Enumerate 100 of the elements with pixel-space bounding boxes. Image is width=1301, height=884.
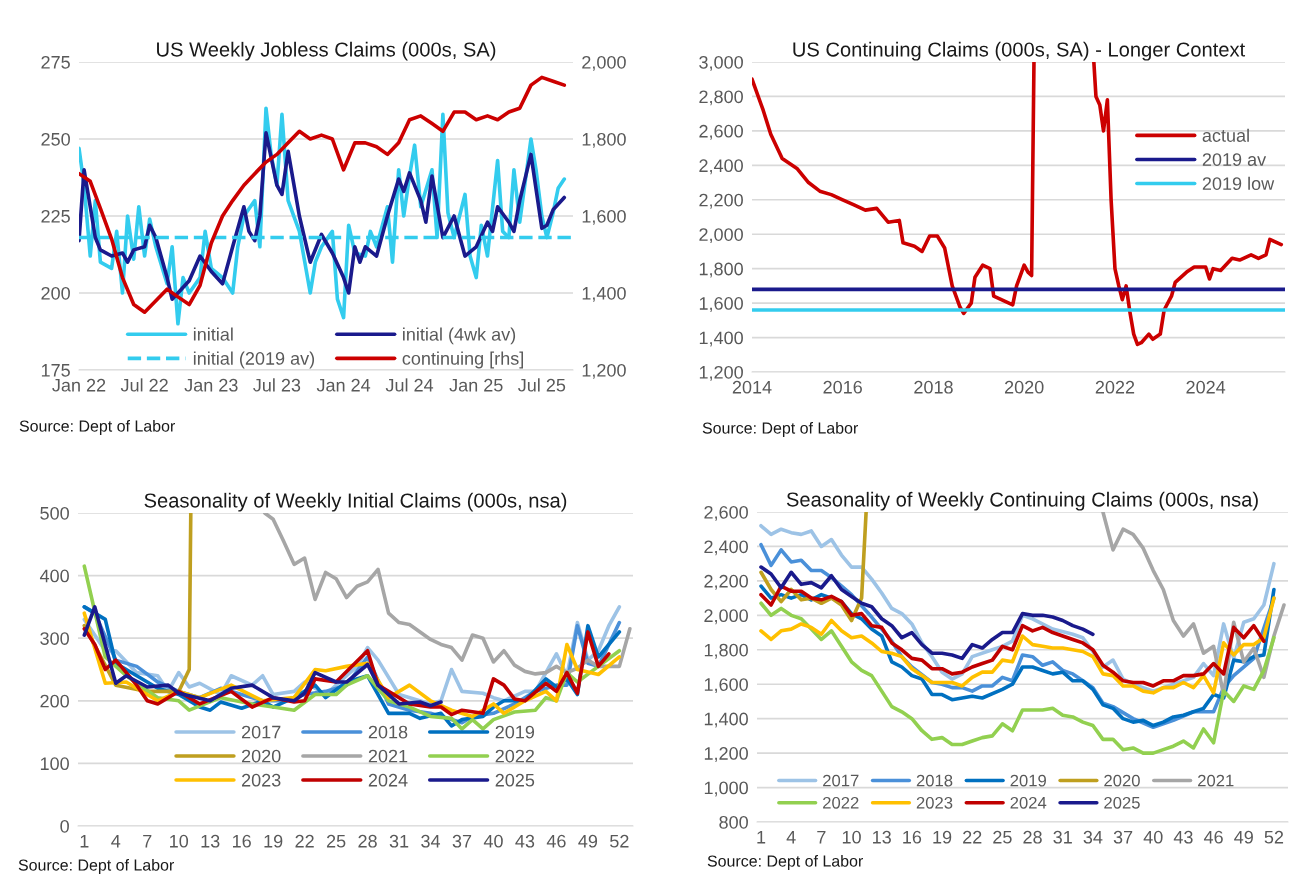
y-tick-label: 2,600 [704,505,748,521]
source-note: Source: Dept of Labor [18,859,174,874]
legend-label: 2023 [916,796,953,809]
y-tick-label: 1,200 [699,365,743,381]
y-tick-label: 2,400 [699,159,743,175]
x-tick-label: 2022 [1095,380,1135,394]
legend-label: 2024 [368,773,408,787]
x-tick-label: 37 [1113,830,1133,844]
legend-label: 2018 [916,774,953,787]
x-tick-label: Jan 23 [184,378,238,392]
legend-label: 2024 [1010,796,1047,809]
chart-title: US Continuing Claims (000s, SA) - Longer Context [793,41,1246,61]
x-tick-label: 16 [903,830,922,844]
x-tick-label: 49 [578,834,598,848]
y-tick-label: 500 [40,506,69,520]
x-tick-label: 25 [993,830,1012,844]
legend-label: 2022 [495,749,535,763]
source-note: Source: Dept of Labor [19,420,175,435]
x-tick-label: 10 [842,830,861,844]
x-tick-label: 28 [358,834,377,848]
line-series [759,565,1095,661]
legend-label: 2020 [1104,774,1140,787]
y-tick-label: 2,800 [699,90,743,106]
y-tick-label: 1,600 [699,297,743,312]
y-tick-label: 2,200 [699,193,743,209]
x-tick-label: 2020 [1004,380,1044,394]
legend-label: initial (4wk av) [403,327,516,345]
legend-label: 2019 av [1202,153,1267,166]
x-tick-label: 46 [1203,830,1223,844]
x-tick-label: 34 [1083,830,1103,844]
x-tick-label: 16 [233,834,251,848]
x-tick-label: 52 [610,834,629,848]
x-tick-label: 4 [111,835,121,848]
y-tick-label: 2,600 [699,124,743,140]
y-tick-label: 175 [41,364,70,377]
x-tick-label: 37 [452,834,472,848]
y-tick-label: 1,600 [704,678,748,694]
y-tick-label: 1,800 [704,643,748,659]
y-tick-label: 1,400 [699,331,743,347]
chart-title: Seasonality of Weekly Initial Claims (000s, nsa) [144,492,567,512]
line-series [262,513,632,676]
legend-label: initial (2019 av) [193,351,315,369]
line-series [82,605,443,708]
y-tick-label: 400 [39,569,69,583]
x-tick-label: 19 [933,830,952,844]
line-series [759,601,1276,755]
x-tick-label: 13 [873,830,891,844]
legend-label: 2019 [1010,774,1046,787]
y-tick-label: 2,200 [704,574,748,590]
legend-label: 2021 [1198,774,1234,787]
y-tick-label: 2,000 [704,609,748,625]
legend-label: 2020 [242,749,281,763]
x-tick-label: 34 [421,834,441,848]
x-tick-label: 43 [1173,830,1193,844]
x-tick-label: 52 [1264,830,1284,844]
y-tick-label: 1,800 [699,262,743,278]
legend-label: initial [193,327,233,341]
y-tick-label: 275 [41,55,70,69]
legend-label: 2018 [368,725,408,739]
x-tick-label: 10 [170,834,189,848]
y-tick-label: 1,400 [704,712,748,728]
x-tick-label: 25 [326,834,346,848]
y2-tick-label: 1,600 [582,209,626,225]
line-series [79,75,567,315]
legend-label: 2025 [495,773,535,787]
y-tick-label: 2,400 [704,540,748,556]
x-tick-label: Jan 24 [316,378,371,392]
x-tick-label: 2024 [1186,380,1226,394]
x-tick-label: 46 [546,834,566,848]
y2-tick-label: 2,000 [582,55,626,71]
legend-label: 2021 [368,749,408,763]
y-tick-label: 225 [41,209,70,223]
line-series [759,596,1276,695]
chart-title: Seasonality of Weekly Continuing Claims (000s, nsa) [786,491,1258,511]
x-tick-label: 1 [757,831,766,844]
x-tick-label: Jul 25 [518,378,566,392]
y2-tick-label: 1,800 [582,132,626,148]
x-tick-label: 2014 [732,380,772,394]
line-series [79,131,567,301]
x-tick-label: Jul 22 [120,378,168,392]
x-tick-label: Jul 24 [385,378,434,392]
legend-label: 2019 [495,725,535,739]
y-tick-label: 200 [41,286,70,300]
x-tick-label: 22 [963,830,982,844]
legend-label: actual [1202,128,1249,142]
y-tick-label: 100 [40,757,69,771]
legend-label: 2019 low [1202,176,1275,190]
y-tick-label: 2,000 [699,228,743,244]
y-tick-label: 0 [60,819,69,833]
legend-label: 2017 [242,725,281,739]
y2-tick-label: 1,400 [582,286,626,302]
line-series [759,584,1266,688]
y-tick-label: 800 [719,815,748,829]
legend-label: 2023 [242,773,281,787]
x-tick-label: 28 [1023,830,1042,844]
x-tick-label: 40 [1143,830,1163,844]
x-tick-label: 4 [786,831,796,844]
x-tick-label: 31 [1053,830,1072,844]
y-tick-label: 200 [40,694,69,708]
x-tick-label: 49 [1234,830,1253,844]
